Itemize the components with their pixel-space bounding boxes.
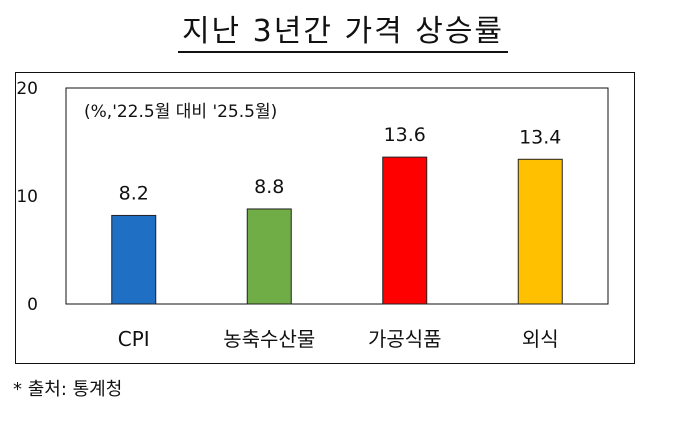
chart-frame [15,72,635,364]
value-label: 8.2 [119,182,149,204]
chart-annotation: (%,'22.5월 대비 '25.5월) [84,102,277,122]
x-category-label: CPI [118,327,150,351]
bar-1 [111,214,157,305]
chart-title: 지난 3년간 가격 상승률 [0,14,686,53]
chart-title-text: 지난 3년간 가격 상승률 [177,14,509,53]
y-tick-label: 0 [27,295,38,315]
value-label: 13.6 [384,124,426,146]
x-category-label: 농축수산물 [223,327,315,351]
bar-3 [382,156,428,305]
x-category-label: 가공식품 [368,327,442,351]
bar-4 [517,158,563,305]
source-note: * 출처: 통계청 [13,379,123,400]
value-label: 8.8 [254,176,284,198]
bar-2 [246,208,292,305]
x-category-label: 외식 [522,327,559,351]
value-label: 13.4 [519,126,561,148]
y-tick-label: 20 [16,79,38,99]
y-tick-label: 10 [16,187,38,207]
plot-area [65,87,609,305]
